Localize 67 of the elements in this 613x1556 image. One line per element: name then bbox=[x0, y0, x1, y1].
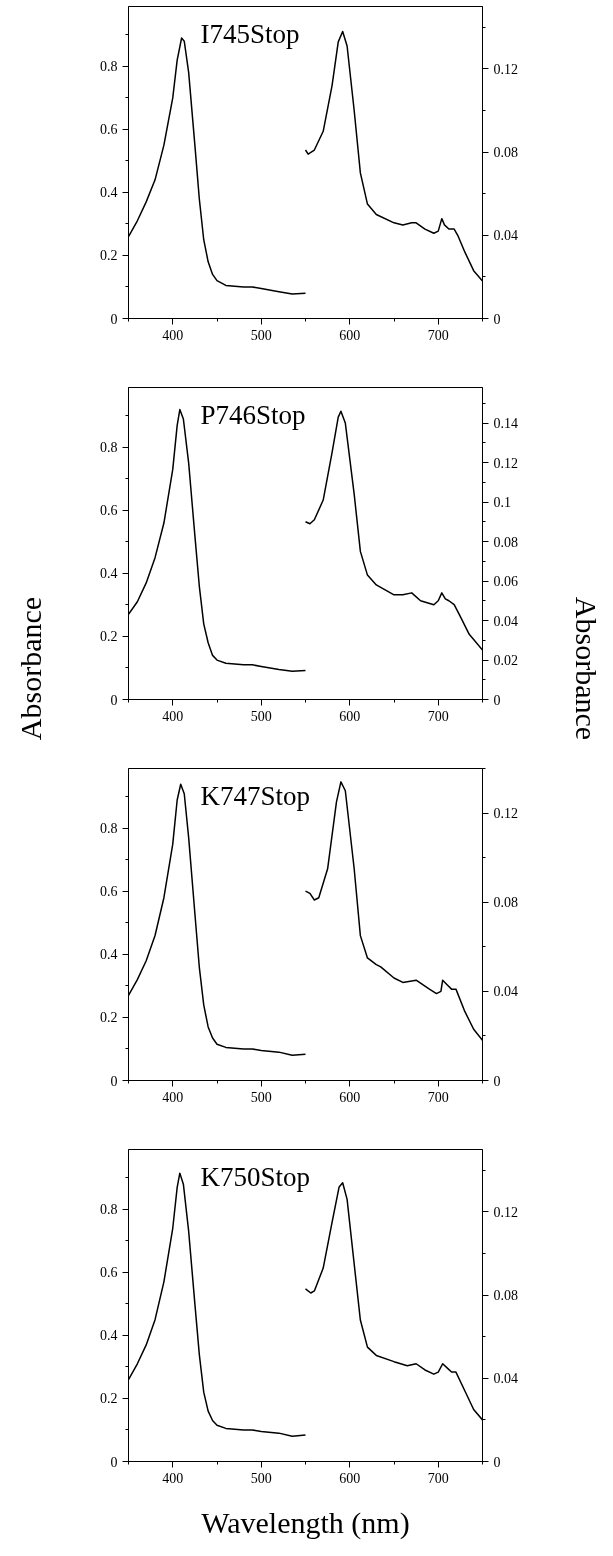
y-tick-label: 0.2 bbox=[100, 248, 118, 264]
y-tick-label: 0 bbox=[110, 1454, 118, 1470]
x-tick-label: 400 bbox=[162, 327, 184, 343]
y-axis-title: Absorbance bbox=[14, 596, 47, 741]
x-tick-label: 400 bbox=[162, 708, 184, 724]
line-series bbox=[128, 783, 307, 1057]
y-tick-label: 0.4 bbox=[100, 947, 118, 963]
chart-title: K747Stop bbox=[200, 780, 311, 811]
y-tick-label: 0.8 bbox=[100, 59, 118, 75]
x-tick-label: 700 bbox=[427, 1470, 449, 1486]
x-tick-label: 600 bbox=[339, 1470, 361, 1486]
x-tick-label: 500 bbox=[250, 327, 272, 343]
x-tick-label: 700 bbox=[427, 708, 449, 724]
y2-tick-label: 0.04 bbox=[493, 228, 518, 244]
y-tick-label: 0.8 bbox=[100, 440, 118, 456]
line-series bbox=[304, 30, 483, 282]
y-tick-label: 0.4 bbox=[100, 185, 118, 201]
x-tick-label: 500 bbox=[250, 708, 272, 724]
y2-tick-label: 0.08 bbox=[493, 895, 518, 911]
x-tick-label: 400 bbox=[162, 1089, 184, 1105]
chart-title: K750Stop bbox=[200, 1161, 311, 1192]
y-tick-label: 0.6 bbox=[100, 884, 118, 900]
x-tick-label: 600 bbox=[339, 1089, 361, 1105]
y2-tick-label: 0 bbox=[493, 311, 501, 327]
y-tick-label: 0.6 bbox=[100, 503, 118, 519]
y2-axis-title: Absorbance bbox=[570, 596, 603, 741]
y-tick-label: 0 bbox=[110, 311, 118, 327]
x-tick-label: 700 bbox=[427, 1089, 449, 1105]
x-tick-label: 500 bbox=[250, 1089, 272, 1105]
y2-tick-label: 0.14 bbox=[493, 416, 518, 432]
y-tick-label: 0 bbox=[110, 1073, 118, 1089]
y2-tick-label: 0 bbox=[493, 692, 501, 708]
x-tick-label: 600 bbox=[339, 708, 361, 724]
y2-tick-label: 0.12 bbox=[493, 61, 518, 77]
chart-title: P746Stop bbox=[200, 399, 306, 430]
y2-tick-label: 0.04 bbox=[493, 984, 518, 1000]
y2-tick-label: 0.04 bbox=[493, 613, 518, 629]
chart-title: I745Stop bbox=[200, 18, 300, 49]
y-tick-label: 0.2 bbox=[100, 629, 118, 645]
y2-tick-label: 0.1 bbox=[493, 495, 511, 511]
y-tick-label: 0.4 bbox=[100, 1328, 118, 1344]
y-tick-label: 0.6 bbox=[100, 1265, 118, 1281]
x-tick-label: 700 bbox=[427, 327, 449, 343]
y-tick-label: 0.8 bbox=[100, 821, 118, 837]
y-tick-label: 0.2 bbox=[100, 1391, 118, 1407]
y-tick-label: 0 bbox=[110, 692, 118, 708]
y2-tick-label: 0.12 bbox=[493, 806, 518, 822]
line-series bbox=[304, 410, 483, 651]
y2-tick-label: 0.12 bbox=[493, 455, 518, 471]
y-tick-label: 0.8 bbox=[100, 1202, 118, 1218]
y-tick-label: 0.6 bbox=[100, 122, 118, 138]
y-tick-label: 0.2 bbox=[100, 1010, 118, 1026]
y2-tick-label: 0.04 bbox=[493, 1371, 518, 1387]
x-axis-title: Wavelength (nm) bbox=[201, 1505, 410, 1540]
y2-tick-label: 0.12 bbox=[493, 1204, 518, 1220]
line-series bbox=[128, 408, 307, 672]
y2-tick-label: 0 bbox=[493, 1073, 501, 1089]
y2-tick-label: 0.06 bbox=[493, 574, 518, 590]
x-tick-label: 600 bbox=[339, 327, 361, 343]
y2-tick-label: 0.08 bbox=[493, 1288, 518, 1304]
y-tick-label: 0.4 bbox=[100, 566, 118, 582]
y2-tick-label: 0.08 bbox=[493, 534, 518, 550]
y2-tick-label: 0.02 bbox=[493, 653, 518, 669]
y2-tick-label: 0.08 bbox=[493, 145, 518, 161]
y2-tick-label: 0 bbox=[493, 1454, 501, 1470]
x-tick-label: 400 bbox=[162, 1470, 184, 1486]
x-tick-label: 500 bbox=[250, 1470, 272, 1486]
